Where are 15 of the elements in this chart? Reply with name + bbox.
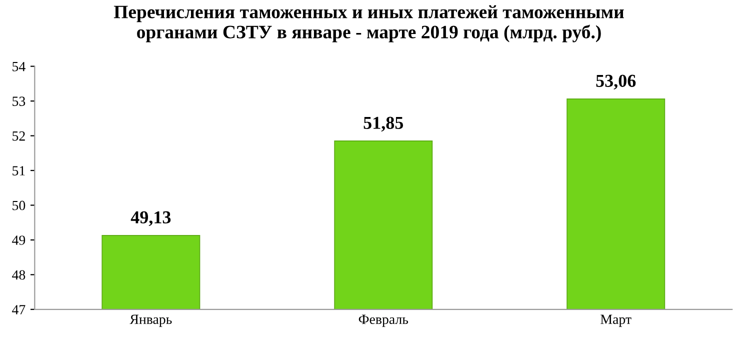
- y-tick-label: 49: [12, 236, 26, 245]
- y-tick-label: 50: [12, 200, 26, 210]
- y-tick-label: 53: [12, 96, 26, 106]
- x-tick-label: Март: [600, 314, 632, 327]
- x-tick-label: Январь: [130, 314, 172, 327]
- y-tick-label: 54: [12, 62, 26, 72]
- data-label: 53,06: [596, 74, 636, 90]
- y-tick-label: 52: [12, 131, 25, 141]
- y-tick-label: 48: [12, 270, 26, 280]
- chart-title: Перечисления таможенных и иных платежей таможенными органами СЗТУ в январе - марте 2019 года (млрд. руб.): [114, 5, 624, 42]
- data-label: 51,85: [364, 116, 404, 132]
- data-label: 49,13: [130, 211, 171, 226]
- y-tick-label: 47: [12, 305, 26, 314]
- y-tick-label: 51: [12, 166, 25, 176]
- x-tick-label: Февраль: [358, 314, 408, 327]
